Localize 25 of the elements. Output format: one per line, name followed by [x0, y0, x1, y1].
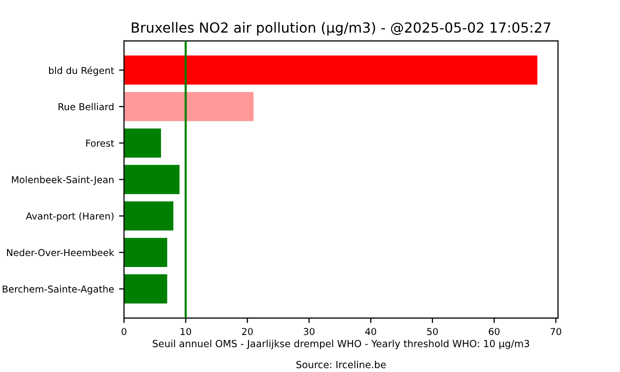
bar	[124, 201, 174, 231]
x-tick-label: 0	[122, 328, 126, 336]
bar	[124, 128, 162, 158]
x-tick-label: 20	[242, 328, 253, 336]
x-tick-label: 40	[365, 328, 376, 336]
x-tick-label: 50	[427, 328, 438, 336]
bar	[124, 238, 168, 268]
chart-title: Bruxelles NO2 air pollution (µg/m3) - @2025-05-02 17:05:27	[132, 22, 550, 36]
x-axis-title: Seuil annuel OMS - Jaarlijkse drempel WHO - Yearly threshold WHO: 10 µg/m3	[152, 340, 530, 350]
y-tick-label: Forest	[86, 140, 114, 147]
y-tick-label: Avant-port (Haren)	[26, 212, 114, 222]
y-tick-label: Neder-Over-Heembeek	[7, 248, 114, 256]
bar	[124, 56, 538, 85]
x-tick-label: 10	[180, 328, 192, 336]
x-tick-label: 30	[304, 328, 314, 336]
y-tick-label: Berchem-Sainte-Agathe	[2, 285, 114, 294]
y-tick-label: Molenbeek-Saint-Jean	[12, 176, 114, 185]
bar	[124, 164, 180, 194]
y-tick-label: bld du Régent	[49, 66, 114, 76]
source-note: Source: Irceline.be	[296, 360, 386, 368]
bar	[124, 274, 168, 304]
y-tick-label: Rue Belliard	[58, 102, 114, 110]
x-tick-label: 70	[550, 328, 562, 336]
bar	[124, 92, 254, 122]
x-tick-label: 60	[488, 328, 500, 336]
